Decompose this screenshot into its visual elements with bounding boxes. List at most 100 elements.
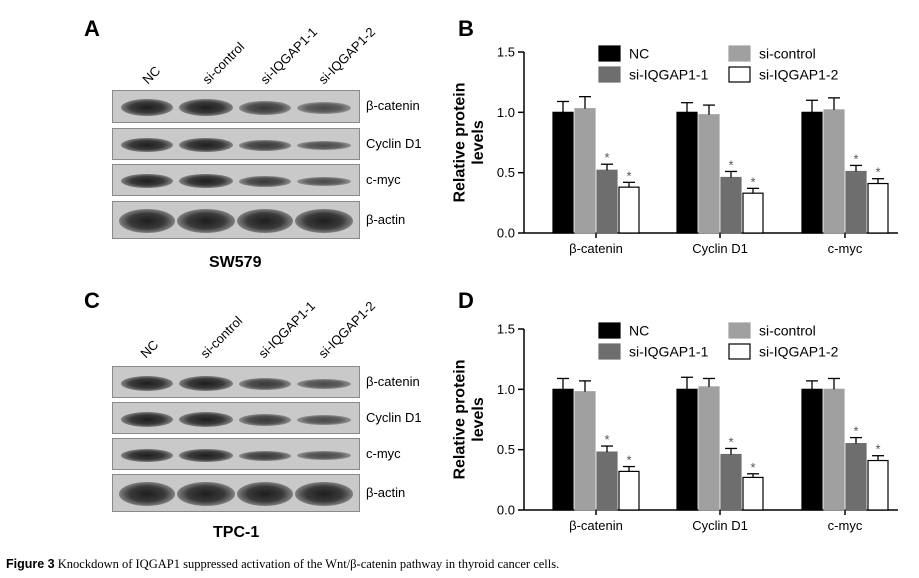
bar-si-control-cyclin-d1 [698, 386, 720, 511]
cell-line-label-tpc-1: TPC-1 [213, 524, 260, 541]
significance-marker: * [604, 150, 609, 165]
blot-label-beta-actin: β-actin [366, 212, 406, 227]
blot-band [179, 412, 233, 427]
y-axis-label-line: levels [470, 120, 487, 165]
bar-nc-cyclin-d1 [676, 388, 698, 511]
significance-marker: * [853, 424, 858, 439]
figure-caption-text: Knockdown of IQGAP1 suppressed activatio… [57, 557, 560, 571]
y-tick-label: 1.0 [497, 105, 515, 120]
y-axis-label-line: levels [470, 397, 487, 442]
blot-band [121, 412, 173, 427]
blot-strip-beta-actin [112, 201, 360, 239]
x-tick-label-beta-catenin: β-catenin [569, 241, 623, 256]
blot-band [177, 482, 235, 506]
blot-strip-cyclin-d1 [112, 402, 360, 434]
y-tick-label: 1.5 [497, 45, 515, 60]
bar-si-iqgap1-1-cyclin-d1 [720, 453, 742, 511]
blot-band [119, 482, 175, 506]
legend-label-si-control: si-control [759, 323, 816, 339]
significance-marker: * [750, 174, 755, 189]
blot-label-beta-catenin: β-catenin [366, 98, 420, 113]
blot-band [121, 449, 173, 462]
legend-label-si-iqgap1-2: si-IQGAP1-2 [759, 344, 839, 360]
blot-strip-c-myc [112, 438, 360, 470]
panel-letter-b: B [458, 16, 474, 41]
x-tick-label-cyclin-d1: Cyclin D1 [692, 518, 748, 533]
legend-swatch-nc [598, 45, 621, 62]
significance-marker: * [728, 157, 733, 172]
bar-nc-beta-catenin [552, 388, 574, 511]
legend-label-nc: NC [629, 46, 649, 62]
blot-band [179, 99, 233, 116]
significance-marker: * [875, 442, 880, 457]
bar-si-iqgap1-2-cyclin-d1 [742, 476, 764, 511]
y-axis-label-line: Relative protein [451, 82, 468, 202]
blot-label-c-myc: c-myc [366, 172, 401, 187]
blot-band [119, 209, 175, 233]
legend-label-si-control: si-control [759, 46, 816, 62]
y-tick-label: 0.0 [497, 226, 515, 241]
blot-band [179, 376, 233, 391]
panel-letter-c: C [84, 288, 100, 313]
cell-line-label-sw579: SW579 [209, 254, 262, 271]
blot-band [179, 138, 233, 152]
panel-letter-d: D [458, 288, 474, 313]
y-axis-label-line: Relative protein [451, 359, 468, 479]
blot-band [297, 415, 351, 425]
bar-si-iqgap1-2-c-myc [867, 459, 889, 511]
blot-label-beta-catenin: β-catenin [366, 374, 420, 389]
y-tick-label: 0.5 [497, 442, 515, 457]
legend-swatch-si-control [728, 45, 751, 62]
blot-strip-cyclin-d1 [112, 128, 360, 160]
legend-label-si-iqgap1-2: si-IQGAP1-2 [759, 67, 839, 83]
blot-band [297, 379, 351, 389]
bar-si-iqgap1-1-beta-catenin [596, 451, 618, 511]
blot-band [239, 140, 291, 151]
legend-swatch-si-control [728, 322, 751, 339]
blot-band [295, 482, 353, 506]
blot-band [297, 451, 351, 460]
x-tick-label-cyclin-d1: Cyclin D1 [692, 241, 748, 256]
blot-label-beta-actin: β-actin [366, 485, 406, 500]
blot-band [239, 451, 291, 461]
legend-swatch-si-iqgap1-1 [598, 343, 621, 360]
blot-strip-c-myc [112, 164, 360, 196]
blot-band [239, 414, 291, 426]
significance-marker: * [728, 434, 733, 449]
figure-caption: Figure 3 Knockdown of IQGAP1 suppressed … [6, 557, 559, 572]
y-tick-label: 1.0 [497, 382, 515, 397]
panel-letter-a: A [84, 16, 100, 41]
legend-swatch-nc [598, 322, 621, 339]
blot-band [121, 99, 173, 116]
significance-marker: * [853, 151, 858, 166]
y-tick-label: 0.0 [497, 503, 515, 518]
legend-swatch-si-iqgap1-2 [728, 343, 751, 360]
blot-strip-beta-actin [112, 474, 360, 512]
blot-label-cyclin-d1: Cyclin D1 [366, 410, 422, 425]
blot-band [121, 174, 173, 188]
blot-label-cyclin-d1: Cyclin D1 [366, 136, 422, 151]
legend-swatch-si-iqgap1-2 [728, 66, 751, 83]
significance-marker: * [604, 432, 609, 447]
bar-si-control-beta-catenin [574, 391, 596, 511]
x-tick-label-c-myc: c-myc [828, 241, 863, 256]
blot-band [295, 209, 353, 233]
blot-band [177, 209, 235, 233]
y-axis-label: Relative proteinlevels [451, 82, 486, 202]
figure-caption-label: Figure 3 [6, 557, 55, 571]
x-tick-label-beta-catenin: β-catenin [569, 518, 623, 533]
legend-label-nc: NC [629, 323, 649, 339]
blot-band [297, 141, 351, 150]
significance-marker: * [626, 453, 631, 468]
legend-swatch-si-iqgap1-1 [598, 66, 621, 83]
blot-band [239, 176, 291, 187]
blot-band [179, 449, 233, 462]
bar-si-iqgap1-2-beta-catenin [618, 470, 640, 511]
significance-marker: * [750, 460, 755, 475]
blot-band [121, 138, 173, 152]
blot-band [239, 378, 291, 390]
blot-band [297, 102, 351, 114]
blot-band [239, 101, 291, 115]
